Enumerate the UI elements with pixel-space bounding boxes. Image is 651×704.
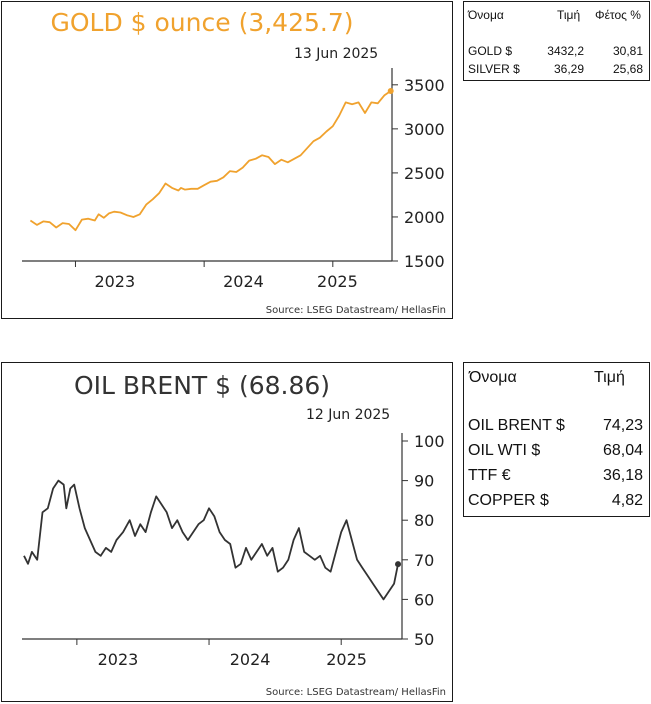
- x-tick-label: 2023: [98, 650, 139, 669]
- x-tick-label: 2024: [223, 272, 264, 291]
- y-tick-label: 50: [414, 630, 434, 649]
- y-tick-label: 2500: [404, 164, 445, 183]
- oil-chart-panel: 2023 2024 2025 50 60 70 80 90 100 OIL BRENT $ (6…: [1, 362, 453, 702]
- series-line: [23, 479, 399, 601]
- metals-row-ytd: 25,68: [612, 62, 643, 76]
- table-row: OIL WTI $ 68,04: [464, 442, 649, 466]
- oil-chart-title: OIL BRENT $ (68.86): [73, 371, 331, 400]
- table-row: COPPER $ 4,82: [464, 492, 649, 516]
- energy-header-name: Όνομα: [469, 369, 517, 386]
- energy-row-name: COPPER $: [468, 492, 549, 509]
- energy-table: Όνομα Τιμή OIL BRENT $ 74,23 OIL WTI $ 6…: [463, 362, 650, 517]
- gold-chart-title: GOLD $ ounce (3,425.7): [50, 8, 354, 37]
- energy-row-price: 36,18: [602, 467, 643, 484]
- y-tick-label: 60: [414, 590, 434, 609]
- metals-header-name: Όνομα: [468, 8, 504, 22]
- metals-row-ytd: 30,81: [612, 44, 643, 58]
- x-tick-label: 2023: [94, 272, 135, 291]
- gold-chart-source: Source: LSEG Datastream/ HellasFin: [265, 305, 446, 316]
- table-row: GOLD $ 3432,2 30,81: [464, 44, 649, 62]
- y-tick-label: 90: [414, 472, 434, 491]
- metals-row-price: 36,29: [553, 62, 584, 76]
- energy-row-price: 4,82: [611, 492, 643, 509]
- table-row: SILVER $ 36,29 25,68: [464, 62, 649, 80]
- y-tick-label: 3500: [404, 76, 445, 95]
- metals-row-name: SILVER $: [468, 62, 520, 76]
- energy-row-name: OIL WTI $: [468, 442, 541, 459]
- gold-chart-panel: 2023 2024 2025 1500 2000 2500 3000 3500 GOLD $ …: [1, 1, 453, 319]
- series-line: [29, 90, 392, 232]
- gold-chart: 2023 2024 2025 1500 2000 2500 3000 3500: [22, 68, 445, 291]
- oil-chart-date: 12 Jun 2025: [306, 407, 391, 423]
- metals-row-price: 3432,2: [547, 44, 584, 58]
- x-tick-label: 2024: [230, 650, 271, 669]
- y-tick-label: 1500: [404, 252, 445, 271]
- table-row: OIL BRENT $ 74,23: [464, 417, 649, 441]
- y-tick-label: 100: [414, 432, 445, 451]
- table-row: TTF € 36,18: [464, 467, 649, 491]
- metals-header-price: Τιμή: [557, 8, 581, 22]
- x-tick-label: 2025: [326, 650, 367, 669]
- oil-chart: 2023 2024 2025 50 60 70 80 90 100: [22, 432, 445, 669]
- y-tick-label: 70: [414, 551, 434, 570]
- energy-row-name: OIL BRENT $: [468, 417, 565, 434]
- last-point: [387, 87, 394, 94]
- x-tick-label: 2025: [317, 272, 358, 291]
- metals-row-name: GOLD $: [468, 44, 513, 58]
- metals-header-ytd: Φέτος %: [595, 8, 641, 22]
- oil-chart-source: Source: LSEG Datastream/ HellasFin: [265, 687, 446, 698]
- energy-header-price: Τιμή: [594, 369, 625, 386]
- last-point: [395, 561, 402, 568]
- y-tick-label: 2000: [404, 208, 445, 227]
- gold-chart-date: 13 Jun 2025: [294, 46, 379, 62]
- y-tick-label: 80: [414, 511, 434, 530]
- metals-table: Όνομα Τιμή Φέτος % GOLD $ 3432,2 30,81 S…: [463, 1, 650, 81]
- energy-row-name: TTF €: [468, 467, 511, 484]
- energy-row-price: 68,04: [602, 442, 643, 459]
- y-tick-label: 3000: [404, 120, 445, 139]
- energy-row-price: 74,23: [602, 417, 643, 434]
